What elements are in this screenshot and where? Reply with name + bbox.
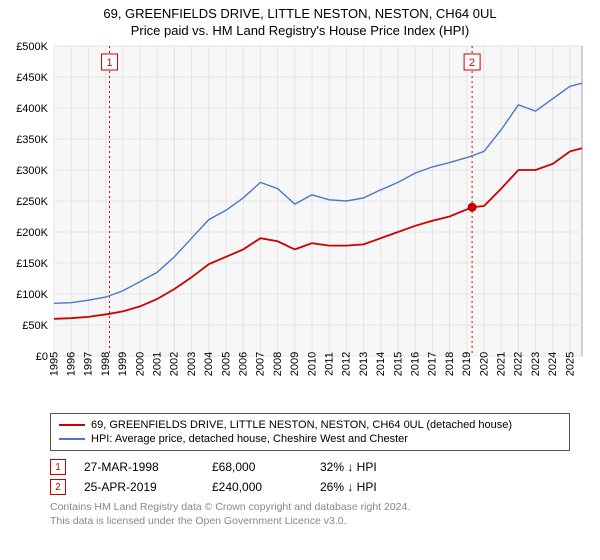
event-diff: 32% ↓ HPI — [320, 460, 420, 474]
event-marker: 2 — [50, 479, 66, 495]
title-line-2: Price paid vs. HM Land Registry's House … — [0, 23, 600, 38]
x-tick-label: 1995 — [48, 352, 60, 376]
y-tick-label: £450K — [16, 72, 48, 84]
event-marker-label: 2 — [469, 57, 475, 69]
x-tick-label: 2025 — [564, 352, 576, 376]
y-tick-label: £350K — [16, 134, 48, 146]
legend-item: 69, GREENFIELDS DRIVE, LITTLE NESTON, NE… — [59, 418, 561, 432]
legend: 69, GREENFIELDS DRIVE, LITTLE NESTON, NE… — [50, 413, 570, 451]
x-tick-label: 2015 — [392, 352, 404, 376]
x-tick-label: 2010 — [306, 352, 318, 376]
y-tick-label: £200K — [16, 227, 48, 239]
x-tick-label: 2009 — [289, 352, 301, 376]
footer: Contains HM Land Registry data © Crown c… — [50, 501, 570, 528]
y-tick-label: £400K — [16, 103, 48, 115]
chart-container: 69, GREENFIELDS DRIVE, LITTLE NESTON, NE… — [0, 0, 600, 528]
legend-swatch — [59, 424, 85, 426]
x-tick-label: 2005 — [220, 352, 232, 376]
x-tick-label: 2017 — [427, 352, 439, 376]
x-tick-label: 2016 — [409, 352, 421, 376]
x-tick-label: 2021 — [495, 352, 507, 376]
x-tick-label: 2019 — [461, 352, 473, 376]
y-tick-label: £300K — [16, 165, 48, 177]
event-row: 1 27-MAR-1998 £68,000 32% ↓ HPI — [50, 457, 570, 477]
event-diff: 26% ↓ HPI — [320, 480, 420, 494]
legend-label: 69, GREENFIELDS DRIVE, LITTLE NESTON, NE… — [91, 419, 512, 431]
event-date: 27-MAR-1998 — [84, 460, 194, 474]
event-price: £240,000 — [212, 480, 302, 494]
x-tick-label: 2004 — [203, 352, 215, 376]
footer-line-2: This data is licensed under the Open Gov… — [50, 515, 570, 529]
x-tick-label: 2000 — [134, 352, 146, 376]
x-tick-label: 2003 — [186, 352, 198, 376]
event-list: 1 27-MAR-1998 £68,000 32% ↓ HPI 2 25-APR-2019… — [50, 457, 570, 497]
x-tick-label: 2006 — [237, 352, 249, 376]
y-tick-label: £150K — [16, 258, 48, 270]
x-tick-label: 2023 — [530, 352, 542, 376]
event-point — [468, 203, 476, 211]
x-tick-label: 2024 — [547, 352, 559, 376]
event-marker: 1 — [50, 459, 66, 475]
chart: £0 £50K £100K £150K £200K £250K £300K £350K £400… — [0, 40, 600, 405]
x-tick-label: 2011 — [323, 352, 335, 376]
y-tick-label: £0 — [36, 351, 48, 363]
x-tick-label: 1999 — [117, 352, 129, 376]
y-tick-label: £500K — [16, 41, 48, 53]
y-tick-label: £100K — [16, 289, 48, 301]
x-tick-label: 2014 — [375, 352, 387, 376]
x-tick-label: 2012 — [341, 352, 353, 376]
x-tick-label: 2022 — [513, 352, 525, 376]
x-tick-label: 2001 — [151, 352, 163, 376]
event-row: 2 25-APR-2019 £240,000 26% ↓ HPI — [50, 477, 570, 497]
x-tick-label: 2020 — [478, 352, 490, 376]
x-tick-label: 1997 — [83, 352, 95, 376]
legend-label: HPI: Average price, detached house, Ches… — [91, 433, 408, 445]
legend-swatch — [59, 438, 85, 440]
x-tick-label: 2013 — [358, 352, 370, 376]
x-tick-label: 2002 — [169, 352, 181, 376]
title-block: 69, GREENFIELDS DRIVE, LITTLE NESTON, NE… — [0, 0, 600, 40]
event-date: 25-APR-2019 — [84, 480, 194, 494]
legend-item: HPI: Average price, detached house, Ches… — [59, 432, 561, 446]
y-tick-label: £50K — [22, 320, 48, 332]
event-marker-label: 1 — [106, 57, 112, 69]
x-tick-label: 2007 — [255, 352, 267, 376]
event-price: £68,000 — [212, 460, 302, 474]
x-tick-label: 2008 — [272, 352, 284, 376]
y-tick-label: £250K — [16, 196, 48, 208]
footer-line-1: Contains HM Land Registry data © Crown c… — [50, 501, 570, 515]
x-tick-label: 1996 — [65, 352, 77, 376]
x-tick-label: 2018 — [444, 352, 456, 376]
x-tick-label: 1998 — [100, 352, 112, 376]
title-line-1: 69, GREENFIELDS DRIVE, LITTLE NESTON, NE… — [0, 6, 600, 21]
chart-svg: £0 £50K £100K £150K £200K £250K £300K £350K £400… — [0, 40, 600, 400]
